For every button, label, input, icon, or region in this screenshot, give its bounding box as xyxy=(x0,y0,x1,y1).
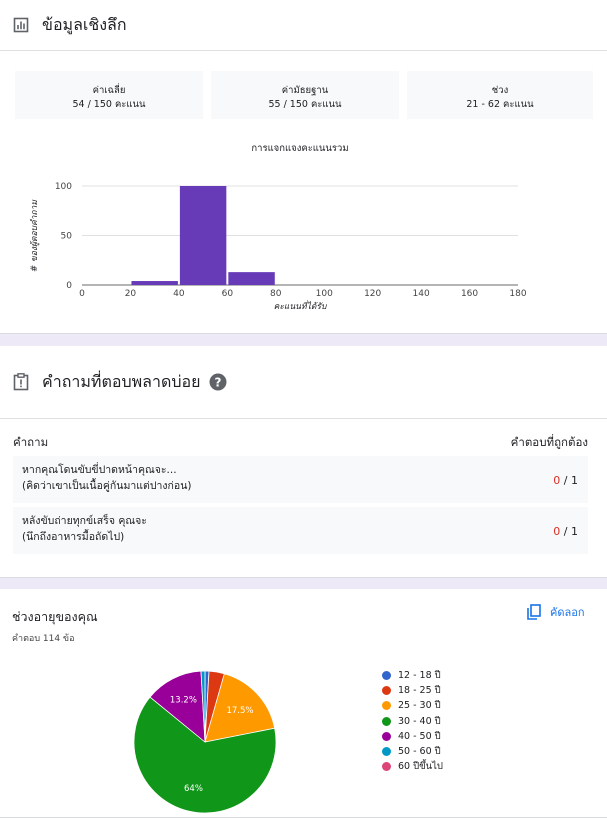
question-text: หากคุณโดนขับขี่ปาดหน้าคุณจะ... xyxy=(22,464,177,476)
legend-item: 60 ปีขึ้นไป xyxy=(382,759,443,774)
x-tick-label: 40 xyxy=(173,289,185,299)
question-row: หลังขับถ่ายทุกข์เสร็จ คุณจะ (นึกถึงอาหาร… xyxy=(13,507,588,554)
report-icon xyxy=(13,373,29,391)
stat-median-value: 55 / 150 คะแนน xyxy=(268,99,342,110)
x-tick-label: 140 xyxy=(413,289,430,299)
stat-range-value: 21 - 62 คะแนน xyxy=(466,99,534,110)
insights-title: ข้อมูลเชิงลึก xyxy=(42,14,127,34)
questions-table-header: คำถาม คำตอบที่ถูกต้อง xyxy=(13,434,588,452)
histogram-bar[interactable] xyxy=(179,186,227,285)
stat-range-label: ช่วง xyxy=(491,85,509,96)
legend-swatch xyxy=(382,671,391,681)
correct-count: 0 / 1 xyxy=(553,473,578,489)
insights-header: ข้อมูลเชิงลึก xyxy=(0,0,607,51)
question-note: (คิดว่าเขาเป็นเนื้อคู่กันมาแต่ปางก่อน) xyxy=(22,480,192,492)
histogram-xlabel: คะแนนที่ได้รับ xyxy=(274,300,327,312)
pie-data-label: 13.2% xyxy=(170,696,197,706)
stat-range: ช่วง 21 - 62 คะแนน xyxy=(407,71,593,119)
correct-value: 0 xyxy=(553,525,561,538)
legend-label: 60 ปีขึ้นไป xyxy=(398,761,443,773)
legend-label: 40 - 50 ปี xyxy=(398,730,441,742)
legend-item: 25 - 30 ปี xyxy=(382,698,443,713)
legend-swatch xyxy=(382,747,391,757)
x-tick-label: 160 xyxy=(461,289,478,299)
histogram-bar[interactable] xyxy=(131,281,178,285)
copy-button[interactable]: คัดลอก xyxy=(527,603,585,621)
question-title: ช่วงอายุของคุณ xyxy=(12,609,98,624)
age-question-card: ช่วงอายุของคุณ คำตอบ 114 ข้อ คัดลอก 64% 1… xyxy=(0,589,607,818)
bar-chart-icon xyxy=(13,17,29,33)
legend-swatch xyxy=(382,731,391,741)
legend-label: 18 - 25 ปี xyxy=(398,685,441,697)
stat-mean: ค่าเฉลี่ย 54 / 150 คะแนน xyxy=(15,71,203,119)
stat-median: ค่ามัธยฐาน 55 / 150 คะแนน xyxy=(211,71,399,119)
age-pie-chart: 64% 17.5% 13.2% xyxy=(133,670,277,814)
x-tick-label: 80 xyxy=(270,289,282,299)
x-tick-label: 20 xyxy=(125,289,137,299)
x-tick-label: 60 xyxy=(222,289,234,299)
legend-item: 40 - 50 ปี xyxy=(382,729,443,744)
legend-item: 18 - 25 ปี xyxy=(382,683,443,698)
x-tick-label: 120 xyxy=(364,289,381,299)
missed-header: คำถามที่ตอบพลาดบ่อย ? xyxy=(0,346,607,419)
x-tick-label: 180 xyxy=(509,289,526,299)
question-text: หลังขับถ่ายทุกข์เสร็จ คุณจะ xyxy=(22,515,147,527)
y-tick-label: 100 xyxy=(55,182,72,192)
pie-slice[interactable] xyxy=(149,670,206,743)
question-note: (นึกถึงอาหารมื้อถัดไป) xyxy=(22,531,125,543)
legend-label: 12 - 18 ปี xyxy=(398,670,441,682)
correct-value: 0 xyxy=(553,474,561,487)
missed-title: คำถามที่ตอบพลาดบ่อย xyxy=(42,371,201,391)
pie-slice[interactable] xyxy=(133,696,277,814)
correct-count: 0 / 1 xyxy=(553,524,578,540)
legend-swatch xyxy=(382,716,391,726)
correct-total: / 1 xyxy=(560,525,578,538)
legend-label: 50 - 60 ปี xyxy=(398,746,441,758)
histogram-bar[interactable] xyxy=(228,272,275,285)
stat-median-label: ค่ามัธยฐาน xyxy=(281,85,329,96)
pie-data-label: 64% xyxy=(184,784,203,794)
y-tick-label: 0 xyxy=(66,281,72,291)
x-tick-label: 0 xyxy=(79,289,85,299)
x-tick-label: 100 xyxy=(316,289,333,299)
stat-mean-label: ค่าเฉลี่ย xyxy=(92,85,126,96)
legend-swatch xyxy=(382,686,391,696)
y-tick-label: 50 xyxy=(61,232,73,242)
question-row: หากคุณโดนขับขี่ปาดหน้าคุณจะ... (คิดว่าเข… xyxy=(13,456,588,503)
pie-legend: 12 - 18 ปี 18 - 25 ปี 25 - 30 ปี 30 - 40 ปี… xyxy=(382,668,443,774)
legend-label: 25 - 30 ปี xyxy=(398,700,441,712)
histogram-title: การแจกแจงคะแนนรวม xyxy=(251,143,348,154)
legend-swatch xyxy=(382,762,391,772)
missed-questions-card: คำถามที่ตอบพลาดบ่อย ? คำถาม คำตอบที่ถูกต… xyxy=(0,346,607,578)
legend-swatch xyxy=(382,701,391,711)
legend-label: 30 - 40 ปี xyxy=(398,715,441,727)
column-question: คำถาม xyxy=(13,435,49,449)
pie-slice[interactable] xyxy=(204,673,276,743)
correct-total: / 1 xyxy=(560,474,578,487)
pie-data-label: 17.5% xyxy=(226,706,253,716)
response-count: คำตอบ 114 ข้อ xyxy=(12,634,75,644)
column-correct: คำตอบที่ถูกต้อง xyxy=(510,435,588,449)
copy-icon xyxy=(527,604,541,620)
score-histogram: การแจกแจงคะแนนรวม 0 20 40 60 80 100 120 140 160 1… xyxy=(29,143,527,312)
insights-card: ข้อมูลเชิงลึก ค่าเฉลี่ย 54 / 150 คะแนน ค… xyxy=(0,0,607,334)
help-icon[interactable]: ? xyxy=(209,373,227,391)
pie-slice[interactable] xyxy=(200,670,206,743)
svg-text:?: ? xyxy=(215,376,222,390)
legend-item: 50 - 60 ปี xyxy=(382,744,443,759)
legend-item: 30 - 40 ปี xyxy=(382,714,443,729)
copy-label: คัดลอก xyxy=(550,606,585,619)
legend-item: 12 - 18 ปี xyxy=(382,668,443,683)
stat-mean-value: 54 / 150 คะแนน xyxy=(72,99,146,110)
stats-row: ค่าเฉลี่ย 54 / 150 คะแนน ค่ามัธยฐาน 55 /… xyxy=(15,71,593,119)
histogram-ylabel: # ของผู้ตอบคำถาม xyxy=(29,200,40,272)
